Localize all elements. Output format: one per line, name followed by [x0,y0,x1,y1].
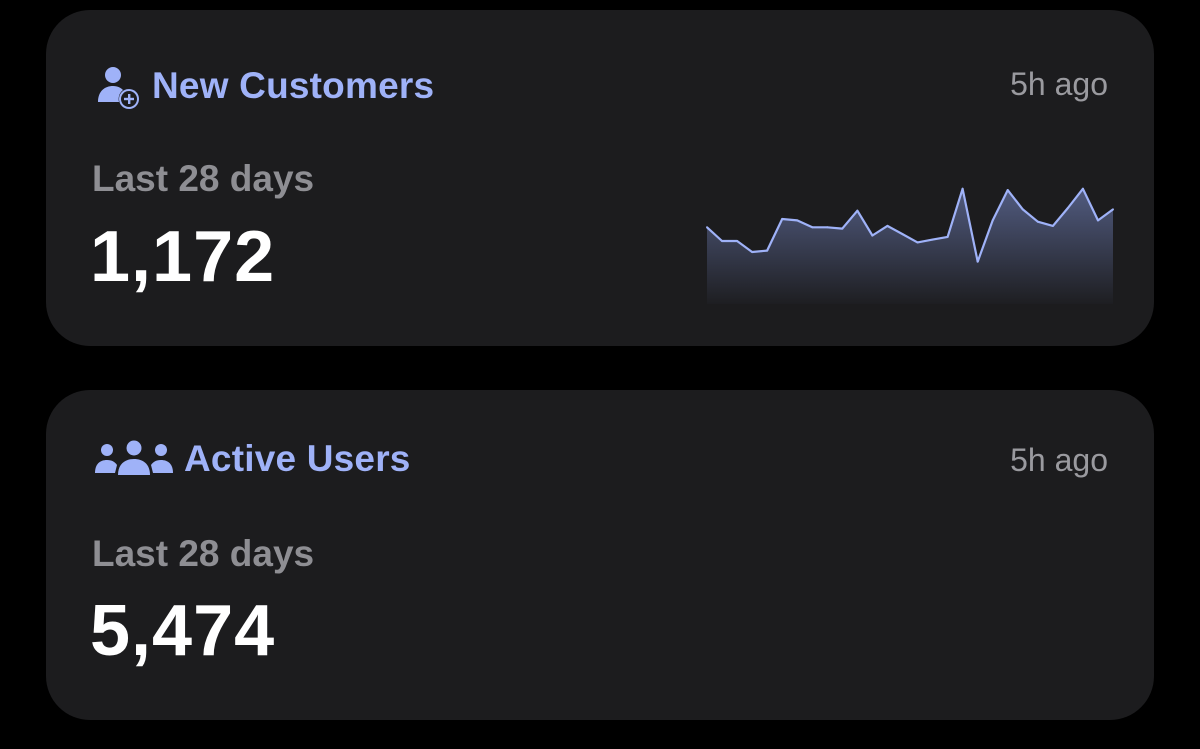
new-customers-card[interactable]: New Customers 5h ago Last 28 days 1,172 [46,10,1154,346]
sparkline-point [1066,207,1069,209]
sparkline-point [961,187,964,190]
period-label: Last 28 days [92,533,315,574]
period-label: Last 28 days [92,158,315,199]
new-customers-sparkline [706,187,1114,304]
sparkline-point [1006,189,1009,192]
card-title: Active Users [184,438,411,479]
person-add-icon [94,62,142,110]
sparkline-point [796,219,799,222]
sparkline-point [1081,187,1084,190]
sparkline-point [826,226,829,229]
sparkline-point [751,251,754,253]
updated-timestamp: 5h ago [1010,66,1108,102]
sparkline-point [871,234,874,237]
card-header: Active Users [94,438,411,480]
sparkline-point [781,218,784,220]
sparkline-point [811,226,814,229]
sparkline-point [916,241,919,244]
card-title: New Customers [152,65,435,106]
sparkline-point [1021,208,1024,211]
sparkline-point [1036,220,1039,223]
card-header: New Customers [94,62,434,110]
sparkline-point [856,209,859,212]
sparkline-area [707,188,1113,304]
sparkline-point [706,226,708,229]
sparkline-point [946,235,949,238]
sparkline-point [931,238,934,241]
sparkline-point [766,249,769,252]
metric-value: 1,172 [90,217,276,297]
sparkline-point [721,240,724,242]
people-group-icon [94,439,174,479]
sparkline-point [1051,224,1054,227]
sparkline-point [841,227,844,230]
sparkline-point [901,233,904,236]
sparkline-point [1112,208,1114,211]
updated-timestamp: 5h ago [1010,442,1108,478]
metric-value: 5,474 [90,591,276,671]
sparkline-point [886,224,889,227]
sparkline-line [706,187,1114,263]
sparkline-point [976,260,979,263]
sparkline-point [991,219,994,222]
sparkline-point [1096,219,1099,222]
active-users-card[interactable]: Active Users 5h ago Last 28 days 5,474 [46,390,1154,720]
sparkline-point [736,240,739,242]
